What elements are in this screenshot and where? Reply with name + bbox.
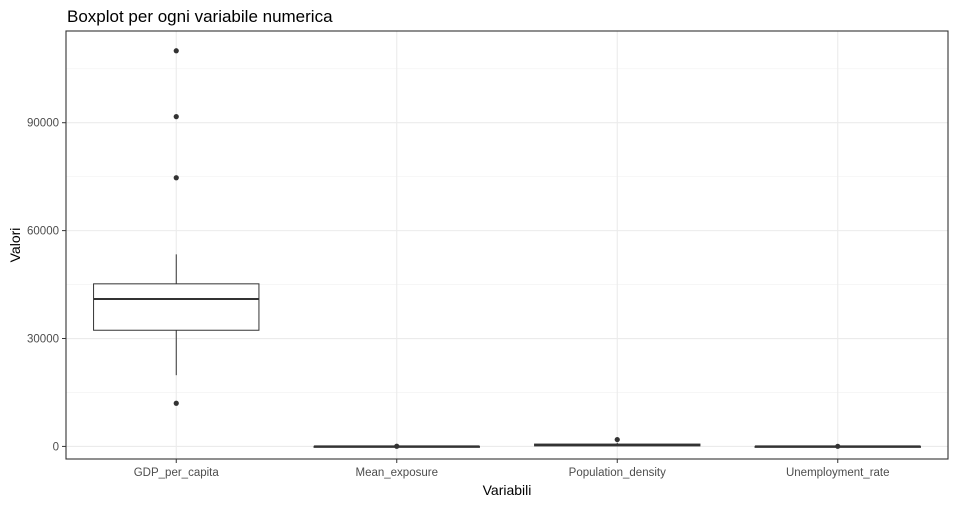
panel-border <box>65 30 949 460</box>
grid-lines <box>66 31 948 459</box>
panel-background <box>66 31 948 459</box>
boxes-layer <box>93 48 921 449</box>
y-axis-title: Valori <box>7 228 23 263</box>
x-tick-label-gdp-per-capita: GDP_per_capita <box>134 467 220 479</box>
outlier-point <box>173 114 179 120</box>
y-tick-label: 60000 <box>27 226 59 238</box>
y-axis: 0 30000 60000 90000 <box>27 118 66 453</box>
box-mean-exposure <box>313 443 480 449</box>
x-tick-label-unemployment-rate: Unemployment_rate <box>786 467 890 479</box>
x-tick-label-population-density: Population_density <box>569 467 666 479</box>
box-iqr <box>93 283 260 331</box>
x-tick-label-mean-exposure: Mean_exposure <box>356 467 438 479</box>
outlier-point <box>173 400 179 406</box>
y-tick-label: 30000 <box>27 334 59 346</box>
box-gdp-per-capita <box>93 48 260 406</box>
x-axis-title: Variabili <box>483 482 532 498</box>
outlier-point <box>614 436 620 443</box>
x-axis: GDP_per_capita Mean_exposure Population_de… <box>134 459 890 479</box>
outlier-point <box>835 443 841 449</box>
y-tick-label: 0 <box>53 441 59 453</box>
outlier-point <box>173 48 179 54</box>
outlier-point <box>394 443 400 449</box>
y-tick-label: 90000 <box>27 118 59 130</box>
chart-title: Boxplot per ogni variabile numerica <box>67 7 333 26</box>
box-population-density <box>534 436 701 447</box>
outlier-point <box>173 175 179 181</box>
box-unemployment-rate <box>754 443 921 449</box>
